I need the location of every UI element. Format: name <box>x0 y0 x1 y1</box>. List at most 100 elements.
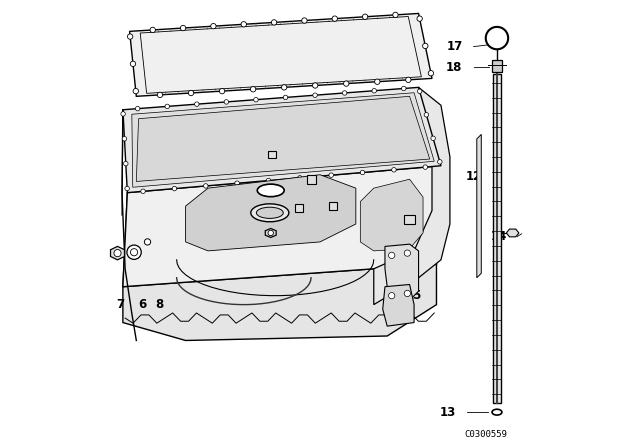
Circle shape <box>332 16 337 22</box>
Circle shape <box>388 252 395 258</box>
Circle shape <box>224 100 228 104</box>
Circle shape <box>372 89 376 93</box>
Circle shape <box>424 112 429 117</box>
Text: 3: 3 <box>276 181 284 195</box>
Polygon shape <box>360 179 423 251</box>
Polygon shape <box>506 229 519 237</box>
Bar <box>307 175 316 184</box>
Circle shape <box>220 88 225 94</box>
Circle shape <box>422 43 428 49</box>
Circle shape <box>204 184 208 188</box>
Circle shape <box>127 34 133 39</box>
Polygon shape <box>385 244 419 298</box>
Circle shape <box>125 186 129 191</box>
Bar <box>295 204 303 212</box>
Polygon shape <box>123 264 436 340</box>
Circle shape <box>486 27 508 49</box>
Ellipse shape <box>257 207 284 218</box>
Circle shape <box>344 81 349 86</box>
Polygon shape <box>130 13 432 96</box>
Circle shape <box>188 90 194 96</box>
Circle shape <box>211 23 216 29</box>
Text: 17: 17 <box>446 40 463 53</box>
Polygon shape <box>123 166 441 287</box>
Circle shape <box>406 77 411 82</box>
Circle shape <box>282 85 287 90</box>
Text: 1: 1 <box>154 179 163 193</box>
Text: 11: 11 <box>325 198 342 211</box>
Text: 16: 16 <box>387 236 403 250</box>
Circle shape <box>404 290 410 297</box>
Circle shape <box>271 20 276 25</box>
Circle shape <box>360 170 365 175</box>
Polygon shape <box>123 87 441 193</box>
Circle shape <box>284 95 288 100</box>
Text: 9: 9 <box>307 170 316 184</box>
Text: 6: 6 <box>138 298 146 311</box>
Circle shape <box>165 104 170 109</box>
Circle shape <box>401 86 406 91</box>
Circle shape <box>329 173 333 177</box>
Circle shape <box>250 86 256 92</box>
Polygon shape <box>419 87 445 264</box>
Text: 2: 2 <box>276 146 284 159</box>
Circle shape <box>124 161 128 166</box>
Circle shape <box>423 165 428 169</box>
Polygon shape <box>111 246 125 260</box>
Text: 10: 10 <box>292 199 309 213</box>
Circle shape <box>180 26 186 31</box>
Polygon shape <box>132 93 435 187</box>
Circle shape <box>313 93 317 98</box>
Text: 18: 18 <box>446 60 463 74</box>
Circle shape <box>122 137 127 141</box>
Text: 8: 8 <box>155 298 163 311</box>
Circle shape <box>131 61 136 67</box>
Text: 7: 7 <box>116 298 124 311</box>
Text: 15: 15 <box>405 289 422 302</box>
Circle shape <box>114 250 121 257</box>
Circle shape <box>312 83 318 88</box>
Text: C0300559: C0300559 <box>464 430 508 439</box>
Circle shape <box>268 230 273 236</box>
Text: 12: 12 <box>466 170 482 184</box>
Circle shape <box>136 107 140 111</box>
Circle shape <box>141 189 145 194</box>
Circle shape <box>195 102 199 107</box>
Circle shape <box>438 159 442 164</box>
Circle shape <box>172 186 177 191</box>
Bar <box>269 151 276 158</box>
Polygon shape <box>136 96 430 181</box>
Text: 4: 4 <box>276 204 284 217</box>
Ellipse shape <box>251 204 289 222</box>
Text: 14: 14 <box>491 230 508 243</box>
Circle shape <box>145 239 150 245</box>
Circle shape <box>428 70 434 76</box>
Circle shape <box>266 178 271 183</box>
Bar <box>404 215 415 224</box>
Circle shape <box>241 22 246 27</box>
Circle shape <box>298 176 302 180</box>
Circle shape <box>121 112 125 116</box>
Text: 5: 5 <box>276 225 284 239</box>
Circle shape <box>393 12 398 17</box>
Circle shape <box>417 89 422 94</box>
Ellipse shape <box>492 409 502 415</box>
Circle shape <box>150 27 156 33</box>
Polygon shape <box>186 175 356 251</box>
Polygon shape <box>383 284 414 326</box>
Text: 13: 13 <box>440 405 456 419</box>
Circle shape <box>388 293 395 299</box>
Circle shape <box>301 18 307 23</box>
Circle shape <box>127 245 141 259</box>
Polygon shape <box>266 228 276 237</box>
Circle shape <box>131 249 138 256</box>
Ellipse shape <box>257 184 284 197</box>
Circle shape <box>417 16 422 22</box>
Bar <box>493 74 501 403</box>
Circle shape <box>374 79 380 84</box>
Circle shape <box>157 92 163 98</box>
Polygon shape <box>477 134 481 278</box>
Circle shape <box>362 14 368 19</box>
Circle shape <box>133 88 138 94</box>
Circle shape <box>404 250 410 256</box>
